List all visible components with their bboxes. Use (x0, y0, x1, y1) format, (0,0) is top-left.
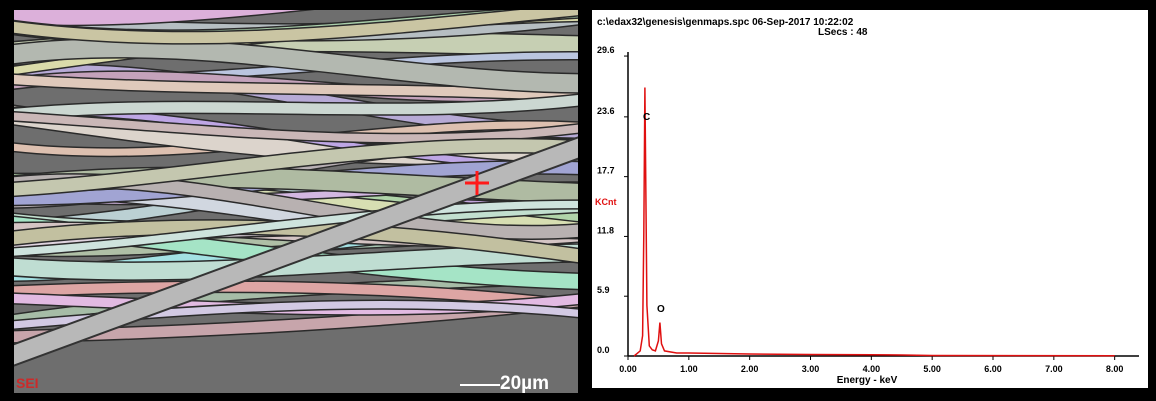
fiber (14, 220, 578, 263)
x-tick-label: 4.00 (863, 364, 881, 374)
fiber (14, 10, 578, 44)
y-axis-label: KCnt (595, 197, 617, 207)
x-tick-label: 7.00 (1045, 364, 1063, 374)
y-tick-label: 11.8 (597, 225, 614, 235)
fiber (14, 138, 578, 365)
fiber (14, 10, 301, 25)
y-tick-label: 5.9 (597, 285, 610, 295)
y-tick-label: 0.0 (597, 345, 610, 355)
y-tick-label: 23.6 (597, 106, 615, 116)
fiber (14, 139, 578, 196)
x-tick-label: 8.00 (1106, 364, 1124, 374)
sem-fibers (14, 10, 578, 367)
x-tick-label: 5.00 (923, 364, 941, 374)
x-tick-label: 3.00 (802, 364, 820, 374)
x-axis-label: Energy - keV (837, 375, 898, 386)
y-tick-label: 17.7 (597, 166, 615, 176)
fiber (14, 112, 578, 143)
y-tick-label: 29.6 (597, 45, 615, 55)
scale-bar-label: 20µm (500, 373, 549, 394)
fiber (14, 95, 578, 120)
peak-label: C (643, 112, 650, 123)
x-tick-label: 6.00 (984, 364, 1002, 374)
x-tick-label: 0.00 (619, 364, 637, 374)
chart-subtitle: LSecs : 48 (818, 27, 868, 38)
fiber (14, 74, 578, 101)
sem-mode-label: SEI (16, 375, 39, 391)
crosshair (465, 171, 489, 195)
x-tick-label: 1.00 (680, 364, 698, 374)
x-tick-label: 2.00 (741, 364, 759, 374)
chart-title: c:\edax32\genesis\genmaps.spc 06-Sep-201… (597, 17, 854, 28)
peak-label: O (657, 304, 665, 315)
fiber (14, 39, 578, 93)
spectrum-line (633, 87, 1115, 357)
spectrum-panel (592, 10, 1148, 388)
fiber (14, 200, 578, 256)
